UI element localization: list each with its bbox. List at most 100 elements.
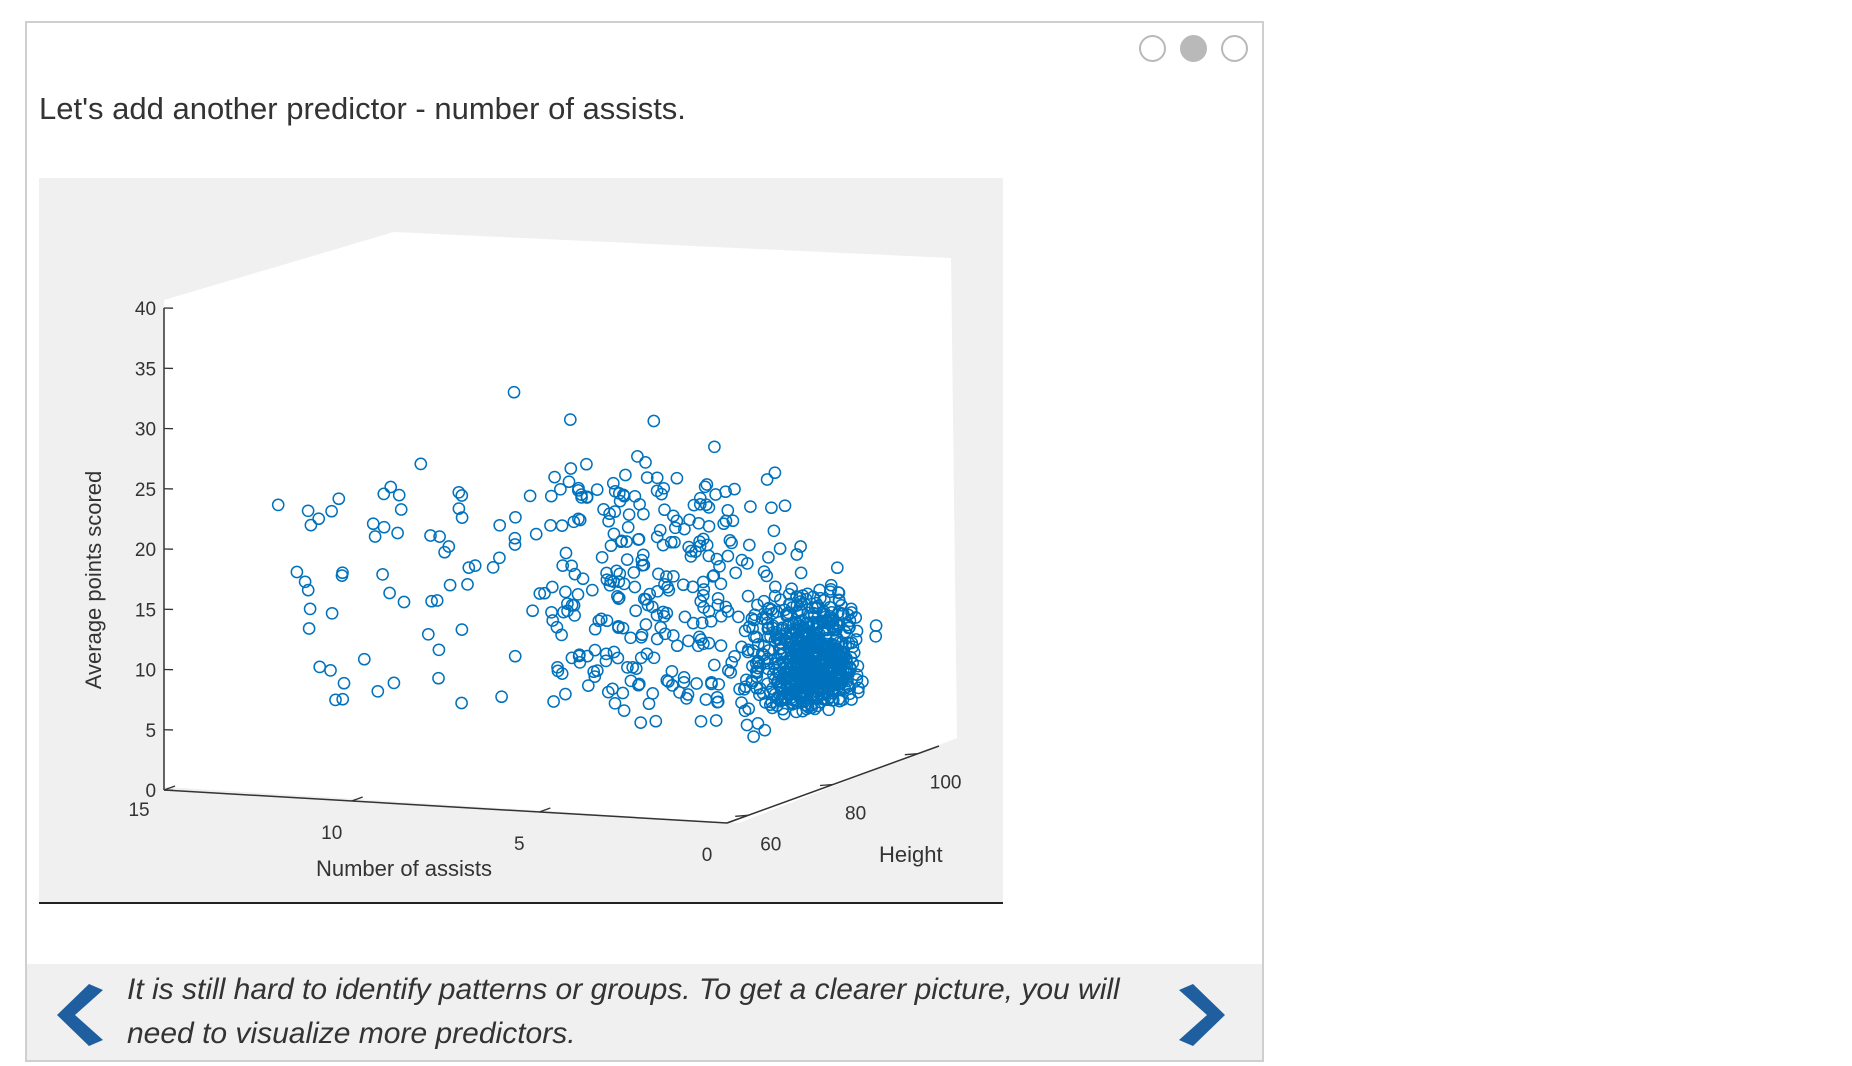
data-point xyxy=(693,497,707,511)
data-point xyxy=(823,585,837,599)
data-point xyxy=(313,660,327,674)
data-point xyxy=(576,572,590,586)
next-button[interactable] xyxy=(1177,980,1237,1050)
data-point xyxy=(760,569,774,583)
axes-backdrop xyxy=(164,232,957,823)
data-point xyxy=(830,561,844,575)
data-point xyxy=(678,522,691,536)
carousel-dot-1[interactable] xyxy=(1139,35,1166,62)
data-point xyxy=(455,489,469,502)
data-point xyxy=(529,527,543,541)
data-point xyxy=(383,586,396,600)
data-point xyxy=(650,530,664,544)
data-point xyxy=(371,684,385,698)
data-point xyxy=(650,471,664,485)
data-point xyxy=(563,413,577,426)
data-point xyxy=(612,592,625,605)
x-tick xyxy=(726,818,739,824)
data-point xyxy=(631,450,644,463)
y-axis-label: Height xyxy=(879,842,943,867)
intro-text: Let's add another predictor - number of … xyxy=(39,91,686,126)
data-point xyxy=(830,647,844,661)
prev-button[interactable] xyxy=(45,980,105,1050)
data-point xyxy=(849,633,863,646)
data-point xyxy=(508,531,522,545)
data-point xyxy=(692,516,706,530)
data-point xyxy=(290,565,304,579)
data-point xyxy=(684,550,698,563)
carousel-dot-2[interactable] xyxy=(1180,35,1207,62)
data-point xyxy=(809,658,822,672)
data-point xyxy=(526,604,539,618)
z-axis-label: Average points scored xyxy=(81,471,106,690)
y-tick-label: 80 xyxy=(845,804,866,825)
data-point xyxy=(302,622,316,635)
data-point xyxy=(714,577,728,591)
data-point xyxy=(649,714,663,728)
data-point xyxy=(690,677,703,690)
data-point xyxy=(650,484,664,498)
data-point xyxy=(654,621,668,634)
scatter-figure: 0 5 10 15 20 25 30 35 40 15 10 5 0 60 80 100 Average po… xyxy=(39,178,1003,904)
data-point xyxy=(698,480,712,494)
data-point xyxy=(547,695,560,708)
data-point xyxy=(641,598,655,612)
data-point xyxy=(748,608,762,622)
x-tick xyxy=(351,796,363,802)
data-point xyxy=(747,730,760,743)
data-point xyxy=(559,687,572,701)
data-point xyxy=(555,519,569,532)
data-point xyxy=(461,578,474,591)
data-point xyxy=(778,603,792,617)
data-point xyxy=(768,466,782,480)
data-point xyxy=(647,414,661,428)
data-point xyxy=(841,608,855,622)
data-point xyxy=(652,567,665,581)
data-point xyxy=(726,514,740,528)
data-point xyxy=(768,589,782,603)
data-point xyxy=(800,644,813,658)
data-point xyxy=(808,702,822,716)
data-point xyxy=(750,670,764,683)
data-point xyxy=(748,630,761,644)
data-point xyxy=(594,612,608,626)
data-point xyxy=(568,609,581,622)
data-point xyxy=(789,655,802,669)
data-point xyxy=(632,677,646,691)
data-point xyxy=(629,662,643,675)
data-point xyxy=(572,649,586,663)
data-point xyxy=(765,501,778,515)
y-tick-label: 60 xyxy=(760,834,781,855)
data-point xyxy=(438,545,451,559)
data-point xyxy=(622,508,636,521)
data-point xyxy=(843,661,857,674)
data-point xyxy=(559,546,573,560)
data-point xyxy=(790,624,803,637)
data-point xyxy=(711,598,725,612)
data-point xyxy=(762,551,775,564)
data-point xyxy=(590,483,604,496)
data-point xyxy=(647,651,661,665)
data-point xyxy=(700,478,714,491)
data-point xyxy=(639,618,653,631)
data-point xyxy=(721,549,735,563)
data-point xyxy=(725,656,739,669)
carousel-dot-3[interactable] xyxy=(1221,35,1248,62)
data-point xyxy=(686,580,700,594)
data-point xyxy=(581,649,594,663)
data-point xyxy=(852,681,865,695)
data-point xyxy=(702,501,716,514)
data-point xyxy=(798,682,812,695)
data-point xyxy=(617,488,630,502)
data-point xyxy=(790,548,804,561)
data-point xyxy=(759,612,773,626)
z-tick-label: 15 xyxy=(135,600,156,621)
data-point xyxy=(767,524,781,538)
data-point xyxy=(332,492,346,506)
data-point xyxy=(612,619,625,633)
data-point xyxy=(509,510,522,524)
data-point xyxy=(616,686,630,700)
data-point xyxy=(587,665,601,679)
data-point xyxy=(721,605,735,618)
data-point xyxy=(639,456,652,469)
